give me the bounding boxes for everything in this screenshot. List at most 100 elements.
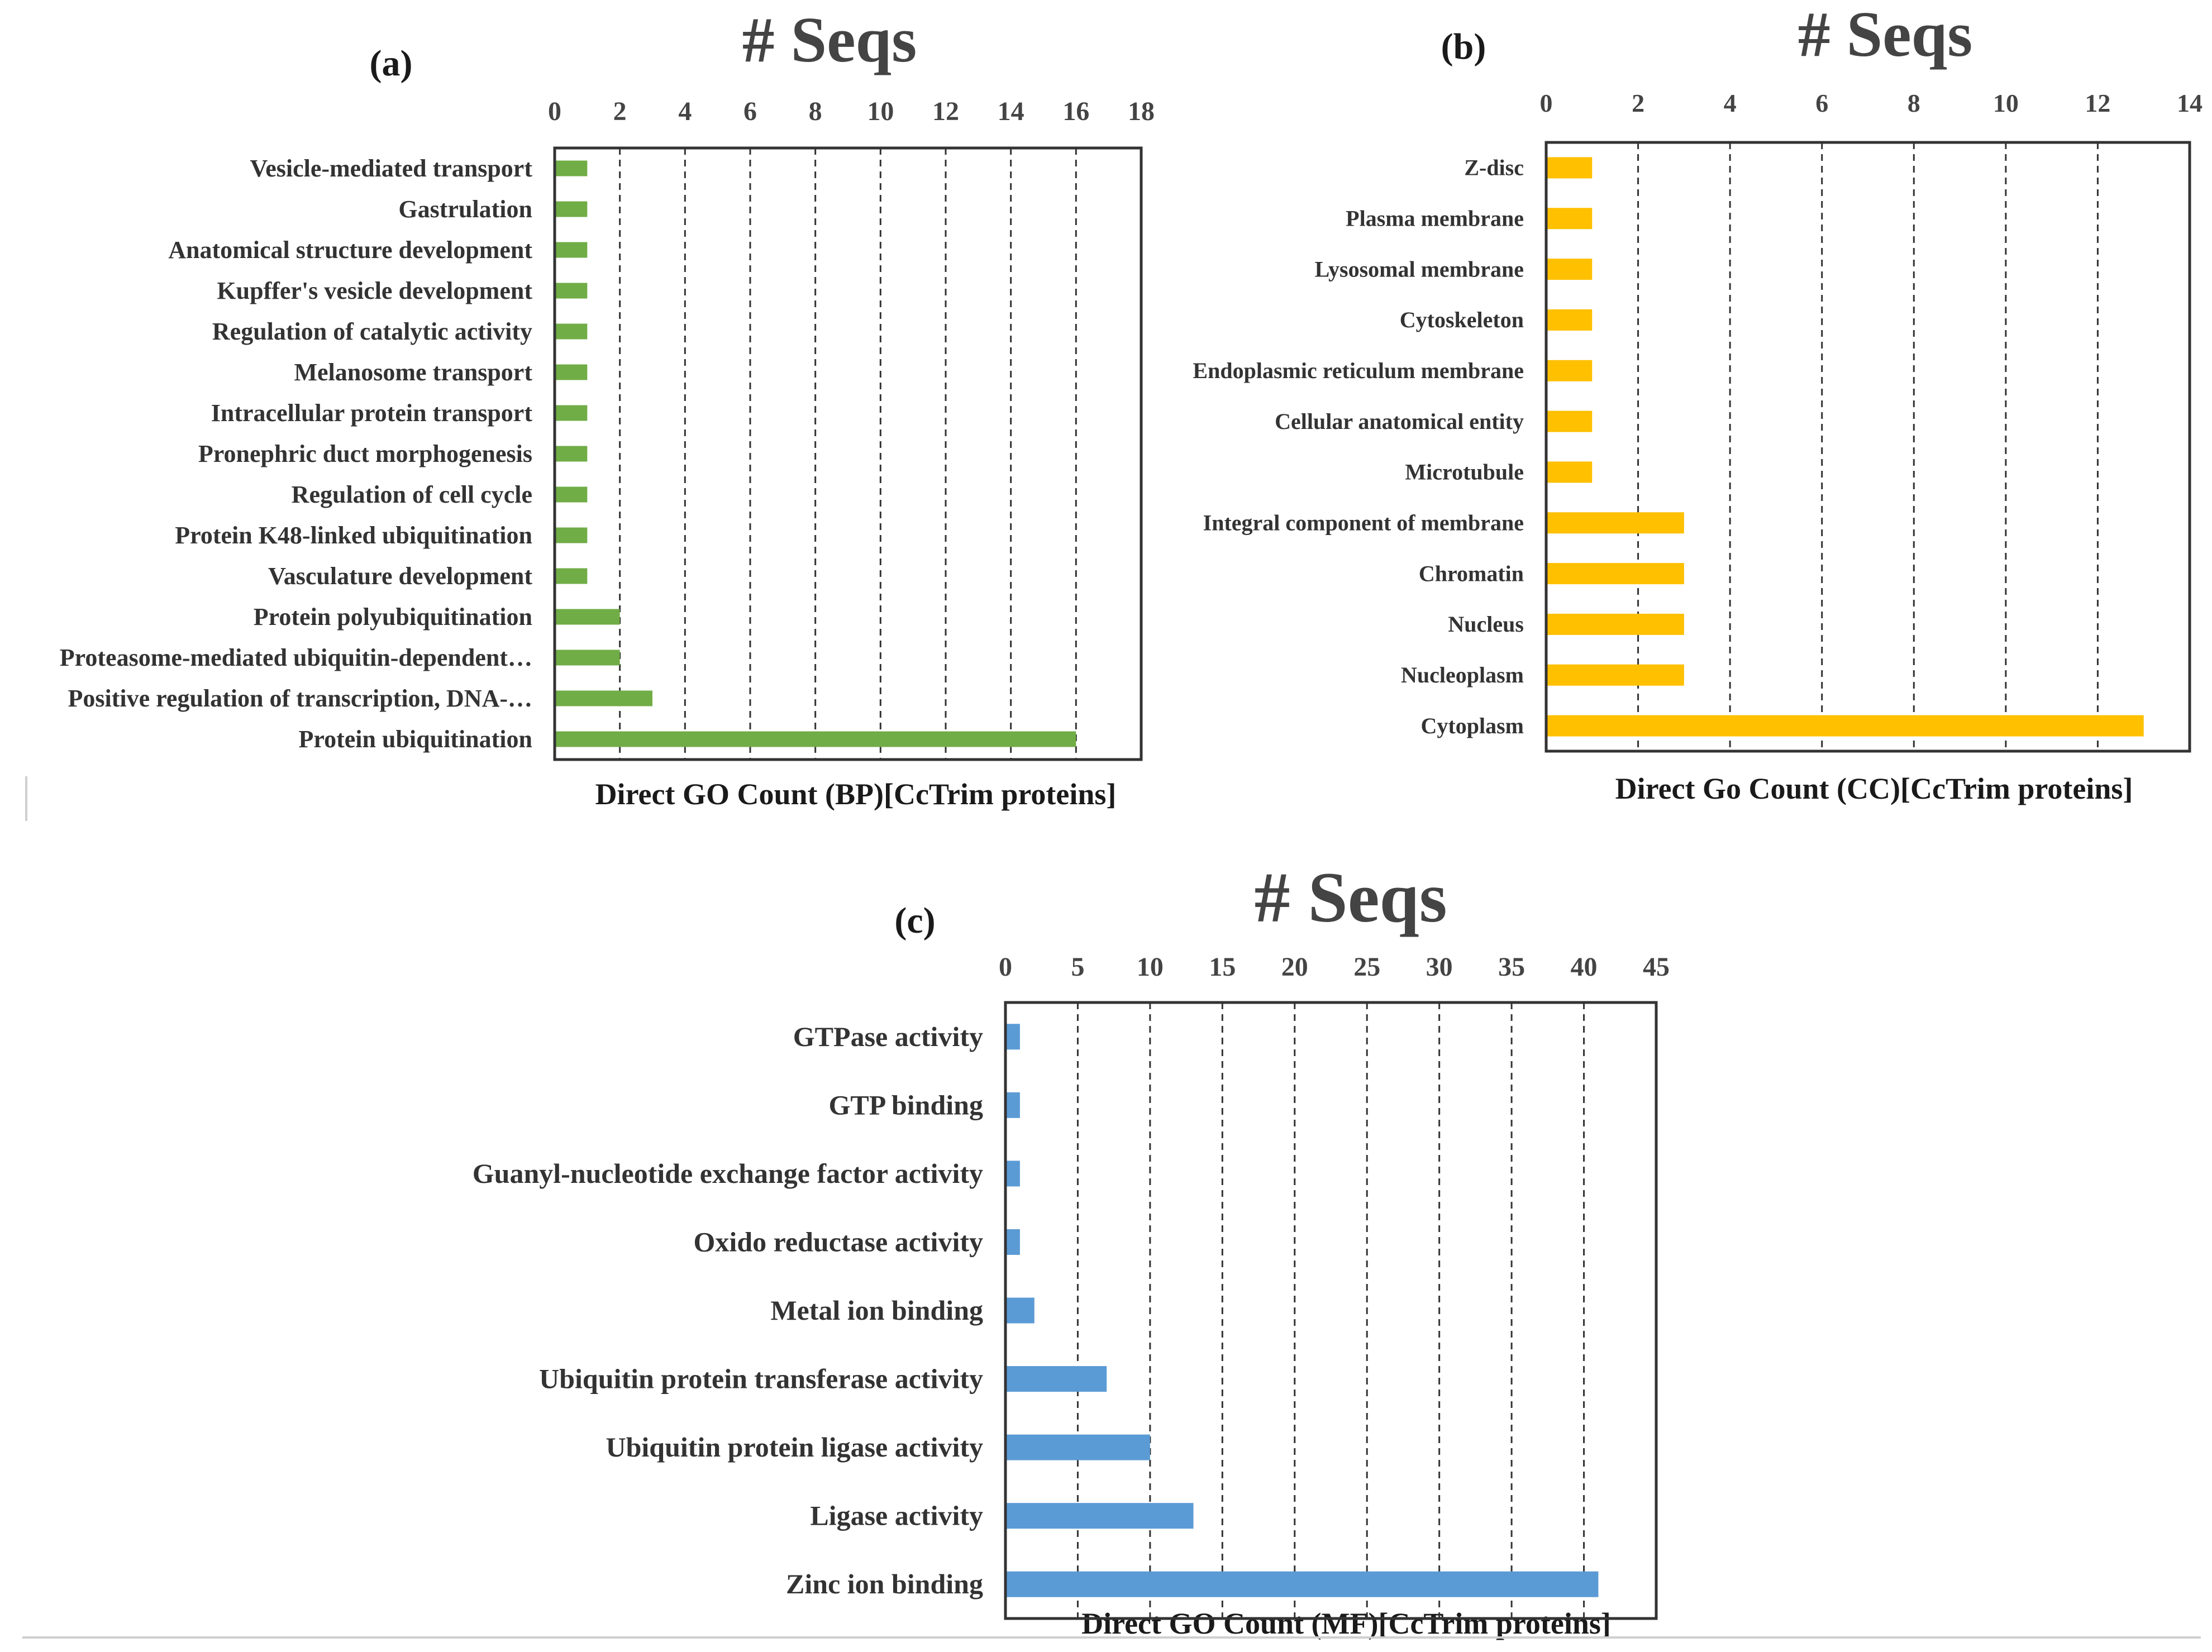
left-divider-line — [25, 776, 27, 821]
category-label: Regulation of catalytic activity — [212, 318, 532, 345]
bar — [555, 323, 588, 340]
category-label: Proteasome-mediated ubiquitin-dependent… — [60, 644, 532, 671]
category-label: Regulation of cell cycle — [292, 481, 532, 508]
category-label: Nucleus — [1448, 612, 1524, 637]
bar — [555, 731, 1076, 747]
plot-frame — [553, 146, 1143, 761]
bar — [555, 201, 588, 217]
x-tick-label: 8 — [1908, 89, 1920, 117]
x-tick-label: 4 — [678, 97, 692, 126]
x-axis-label: Direct Go Count (CC)[CcTrim proteins] — [1615, 772, 2133, 805]
chart-panel-c: (c) # Seqs Direct GO Count (MF)[CcTrim pro… — [473, 858, 1670, 1640]
category-label: Protein K48-linked ubiquitination — [175, 522, 532, 549]
x-tick-label: 6 — [743, 97, 757, 126]
x-tick-label: 6 — [1815, 89, 1828, 117]
x-tick-label: 10 — [1137, 952, 1164, 982]
bar — [555, 283, 588, 299]
bar — [1546, 512, 1684, 534]
category-label: Lysosomal membrane — [1315, 256, 1524, 281]
bar — [555, 364, 588, 380]
x-tick-label: 10 — [1993, 89, 2019, 117]
chart-panel-b: (b) # Seqs Direct Go Count (CC)[CcTrim pro… — [1193, 0, 2203, 805]
bar — [1546, 259, 1593, 280]
category-label: Integral component of membrane — [1203, 510, 1524, 535]
bar — [1546, 715, 2144, 737]
bar — [1546, 563, 1684, 585]
category-label: Vasculature development — [268, 562, 532, 590]
category-label: Protein polyubiquitination — [254, 603, 532, 631]
bar — [1005, 1092, 1020, 1118]
category-label: Zinc ion binding — [786, 1568, 983, 1600]
category-label: Kupffer's vesicle development — [217, 277, 532, 304]
category-label: Chromatin — [1419, 561, 1524, 586]
bar — [1546, 410, 1593, 432]
x-tick-label: 16 — [1062, 97, 1089, 126]
category-label: Pronephric duct morphogenesis — [198, 440, 532, 467]
category-label: GTPase activity — [793, 1021, 983, 1052]
bar — [555, 650, 620, 666]
bar — [555, 405, 588, 421]
category-label: Ubiquitin protein ligase activity — [606, 1431, 983, 1463]
chart-panel-a: (a) # Seqs Direct GO Count (BP)[CcTrim pro… — [60, 4, 1155, 811]
x-tick-label: 10 — [867, 97, 894, 126]
category-label: Melanosome transport — [294, 359, 533, 386]
chart-title: # Seqs — [742, 4, 917, 76]
category-label: Guanyl-nucleotide exchange factor activi… — [473, 1158, 983, 1189]
x-tick-label: 30 — [1426, 952, 1453, 982]
plot-frame — [1544, 141, 2191, 753]
category-label: Z-disc — [1464, 155, 1524, 180]
bar — [555, 568, 588, 584]
x-tick-label: 0 — [1540, 89, 1553, 117]
category-label: Cellular anatomical entity — [1275, 409, 1524, 434]
chart-title: # Seqs — [1255, 858, 1447, 937]
category-label: Positive regulation of transcription, DN… — [68, 685, 532, 712]
bar — [555, 160, 588, 176]
x-tick-label: 45 — [1643, 952, 1670, 982]
bar — [1005, 1161, 1020, 1187]
category-label: Nucleoplasm — [1401, 662, 1524, 687]
bar — [1546, 208, 1593, 230]
category-label: Gastrulation — [398, 195, 532, 223]
bar — [1546, 309, 1593, 331]
x-tick-label: 4 — [1724, 89, 1737, 117]
bar — [1005, 1366, 1107, 1392]
category-label: Microtubule — [1405, 460, 1524, 485]
panel-label: (a) — [370, 43, 413, 84]
category-label: Vesicle-mediated transport — [250, 155, 532, 182]
bar — [1546, 613, 1684, 635]
x-tick-label: 35 — [1498, 952, 1525, 982]
bar — [1546, 360, 1593, 381]
x-tick-label: 8 — [809, 97, 822, 126]
bar — [555, 527, 588, 543]
bar — [1005, 1571, 1599, 1597]
x-axis-label: Direct GO Count (BP)[CcTrim proteins] — [595, 777, 1117, 811]
plot-frame — [1004, 1001, 1658, 1620]
category-label: Cytoskeleton — [1400, 307, 1524, 332]
x-tick-label: 14 — [998, 97, 1024, 126]
chart-title: # Seqs — [1798, 0, 1973, 70]
x-axis-label: Direct GO Count (MF)[CcTrim proteins] — [1081, 1607, 1611, 1640]
x-tick-label: 20 — [1281, 952, 1308, 982]
category-label: Plasma membrane — [1346, 206, 1524, 231]
bar — [555, 690, 652, 706]
category-label: Cytoplasm — [1421, 713, 1524, 738]
category-label: Endoplasmic reticulum membrane — [1193, 358, 1524, 383]
panel-label: (c) — [894, 900, 935, 941]
category-label: Protein ubiquitination — [298, 725, 532, 753]
x-tick-label: 5 — [1071, 952, 1084, 982]
bar — [555, 609, 620, 625]
x-tick-label: 0 — [999, 952, 1012, 982]
x-tick-label: 40 — [1571, 952, 1598, 982]
bottom-divider-line — [22, 1636, 2201, 1639]
bar — [1005, 1297, 1035, 1324]
bar — [555, 486, 588, 503]
category-label: Intracellular protein transport — [211, 399, 533, 427]
bar — [1005, 1024, 1020, 1050]
x-tick-label: 15 — [1209, 952, 1236, 982]
bar — [1546, 157, 1593, 179]
category-label: Anatomical structure development — [168, 236, 532, 264]
category-label: GTP binding — [828, 1089, 983, 1120]
x-tick-label: 2 — [613, 97, 627, 126]
